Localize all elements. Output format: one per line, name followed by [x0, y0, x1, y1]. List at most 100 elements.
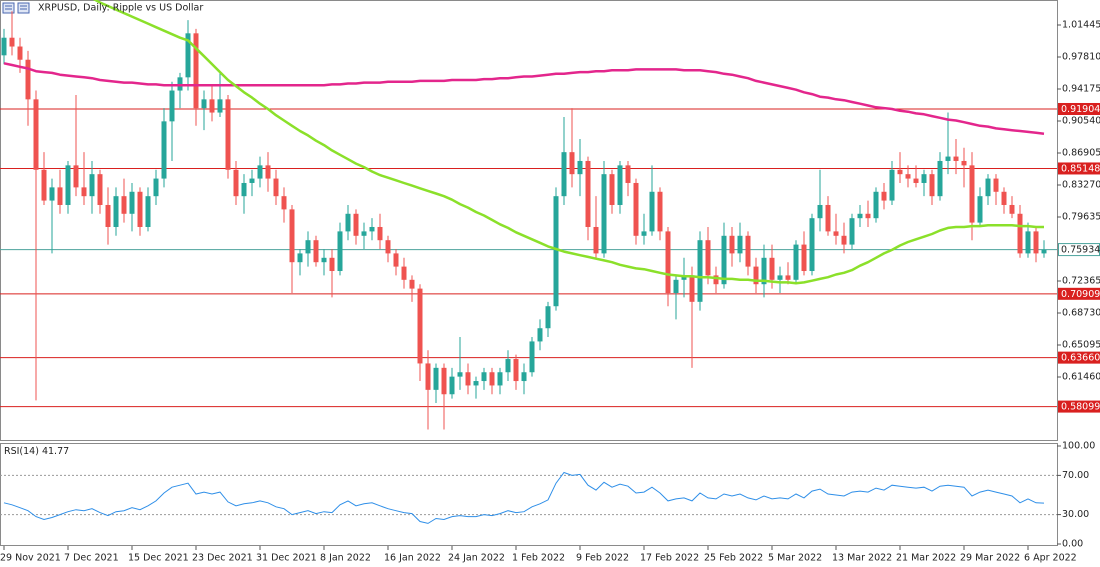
x-tick-label: 5 Mar 2022 — [768, 553, 822, 564]
candle-body — [121, 196, 127, 214]
candle-body — [873, 191, 879, 219]
candle-body — [9, 37, 15, 47]
candle-body — [657, 191, 663, 232]
candle-body — [153, 178, 159, 197]
y-tick-label: 0.00 — [1062, 539, 1083, 550]
candle-body — [505, 359, 511, 373]
candle-body — [945, 156, 951, 161]
candle-body — [409, 279, 415, 289]
candle-body — [849, 218, 855, 245]
candle-body — [809, 218, 815, 272]
candle-body — [569, 152, 575, 175]
y-tick-label: 0.97810 — [1062, 52, 1100, 63]
candle-body — [593, 226, 599, 254]
candle-body — [689, 275, 695, 302]
x-tick-label: 13 Mar 2022 — [832, 553, 892, 564]
candle-body — [281, 196, 287, 210]
candle-body — [49, 187, 55, 201]
candle-body — [249, 178, 255, 183]
candle-body — [257, 165, 263, 179]
candle-body — [777, 275, 783, 280]
candle-body — [513, 359, 519, 382]
y-tick-label: 0.61460 — [1062, 371, 1100, 382]
candle-body — [649, 191, 655, 232]
candle-body — [817, 204, 823, 219]
y-tick-label: 0.68730 — [1062, 307, 1100, 318]
candle-body — [393, 253, 399, 267]
candle-body — [25, 59, 31, 100]
y-tick-label: 0.65095 — [1062, 339, 1100, 350]
level-label-box — [1058, 400, 1100, 413]
candle-body — [377, 226, 383, 241]
last-price-label: 0.75934 — [1061, 245, 1100, 256]
candle-body — [937, 160, 943, 197]
x-tick-label: 17 Feb 2022 — [640, 553, 699, 564]
candle-body — [457, 372, 463, 377]
candle-body — [161, 121, 167, 179]
candle-body — [841, 235, 847, 245]
y-tick-label: 0.90540 — [1062, 115, 1100, 126]
candle-body — [81, 187, 87, 197]
candle-body — [1009, 204, 1015, 214]
level-label: 0.70909 — [1061, 289, 1100, 300]
candle-body — [537, 328, 543, 342]
x-tick-label: 29 Nov 2021 — [0, 553, 61, 564]
candle-body — [33, 99, 39, 170]
level-label: 0.85148 — [1061, 163, 1100, 174]
candle-body — [417, 288, 423, 364]
x-tick-label: 23 Dec 2021 — [192, 553, 253, 564]
candle-body — [713, 275, 719, 285]
level-label: 0.91904 — [1061, 104, 1100, 115]
y-tick-label: 100.00 — [1062, 441, 1095, 452]
x-tick-label: 15 Dec 2021 — [128, 553, 189, 564]
candle-body — [297, 253, 303, 263]
candle-body — [833, 231, 839, 236]
candle-body — [193, 33, 199, 109]
x-tick-label: 21 Mar 2022 — [896, 553, 956, 564]
candle-body — [953, 156, 959, 161]
candle-body — [697, 240, 703, 302]
rsi-title: RSI(14) 41.77 — [4, 446, 69, 457]
candle-body — [497, 372, 503, 386]
candle-body — [529, 341, 535, 373]
axes: 1.01445 0.97810 0.94175 0.90540 0.86905 0.832… — [0, 20, 1100, 564]
x-tick-label: 16 Jan 2022 — [384, 553, 441, 564]
x-tick-label: 1 Feb 2022 — [512, 553, 565, 564]
candle-body — [673, 279, 679, 294]
x-tick-label: 8 Jan 2022 — [320, 553, 371, 564]
candle-body — [761, 257, 767, 285]
candle-body — [65, 165, 71, 205]
level-label: 0.63660 — [1061, 353, 1100, 364]
candle-body — [1033, 231, 1039, 254]
chart-title: XRPUSD, Daily: Ripple vs US Dollar — [38, 3, 203, 14]
rsi-name: RSI(14) — [4, 446, 39, 457]
candle-body — [1041, 249, 1047, 254]
candle-body — [729, 235, 735, 254]
y-tick-label: 0.86905 — [1062, 147, 1100, 158]
candle-body — [57, 187, 63, 205]
candle-body — [385, 240, 391, 254]
candle-body — [769, 257, 775, 280]
candle-body — [793, 244, 799, 280]
main-pane — [0, 0, 1057, 430]
candle-body — [625, 165, 631, 183]
candle-body — [705, 240, 711, 276]
candle-body — [481, 372, 487, 382]
candle-body — [225, 99, 231, 170]
candle-body — [489, 372, 495, 386]
candle-body — [361, 231, 367, 236]
candle-body — [577, 160, 583, 175]
candle-body — [465, 372, 471, 386]
rsi-line — [3, 471, 1045, 524]
moving-average-line — [92, 0, 1044, 285]
x-tick-label: 31 Dec 2021 — [256, 553, 317, 564]
candle-body — [321, 257, 327, 263]
candle-body — [825, 204, 831, 232]
candle-body — [185, 33, 191, 78]
candle-body — [145, 196, 151, 227]
y-tick-label: 0.83270 — [1062, 179, 1100, 190]
y-tick-label: 0.94175 — [1062, 84, 1100, 95]
candle-body — [865, 213, 871, 219]
candle-body — [897, 169, 903, 175]
